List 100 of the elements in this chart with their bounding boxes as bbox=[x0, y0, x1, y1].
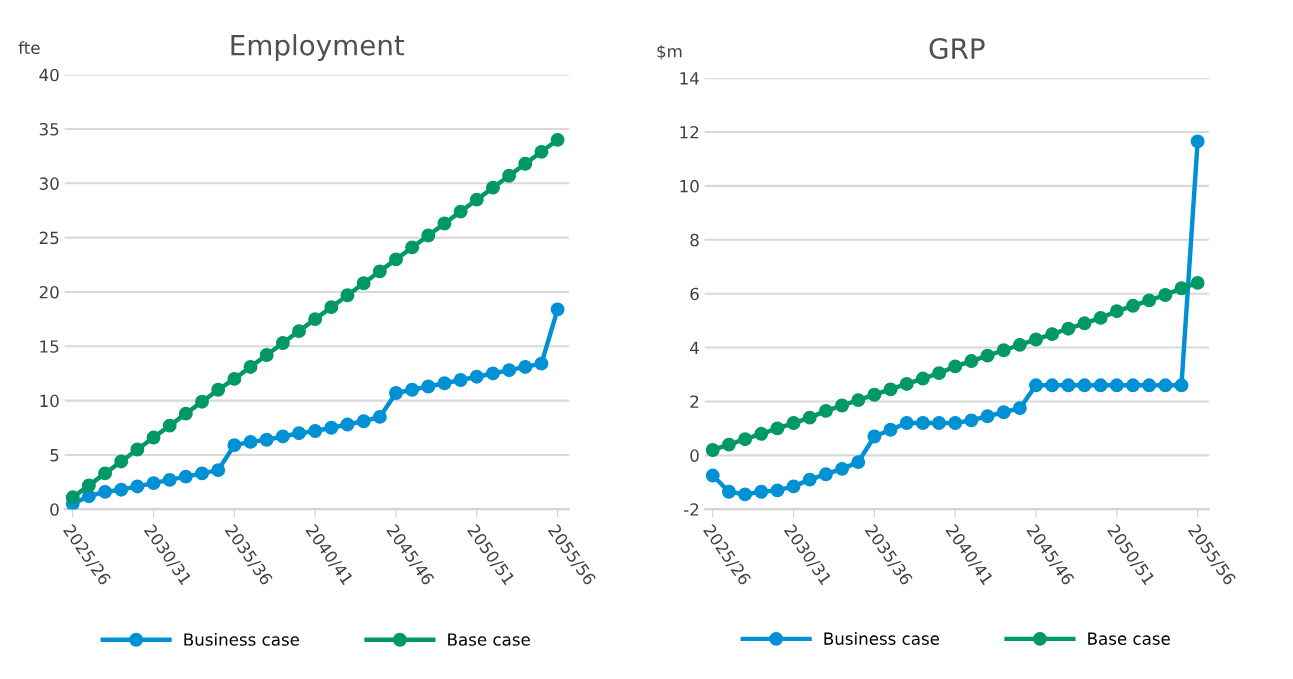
point bbox=[162, 418, 177, 433]
point bbox=[1126, 298, 1140, 313]
point bbox=[1029, 332, 1043, 347]
legend-label: Base case bbox=[1088, 632, 1170, 645]
point bbox=[405, 240, 420, 255]
y-tick-label: 8 bbox=[690, 233, 699, 247]
point bbox=[1061, 378, 1076, 393]
point bbox=[453, 373, 468, 387]
point bbox=[980, 409, 995, 424]
point bbox=[324, 300, 339, 315]
point bbox=[883, 382, 898, 397]
point bbox=[389, 252, 403, 267]
point bbox=[1045, 327, 1060, 342]
point bbox=[738, 432, 753, 447]
point bbox=[437, 216, 452, 231]
point bbox=[356, 276, 371, 291]
legend-label: Business case bbox=[824, 632, 940, 645]
point bbox=[899, 376, 914, 391]
point bbox=[948, 416, 963, 430]
point bbox=[1190, 275, 1205, 290]
point bbox=[1012, 337, 1027, 352]
point bbox=[1109, 304, 1124, 319]
point bbox=[372, 409, 387, 424]
y-tick-label: 0 bbox=[690, 449, 699, 462]
point bbox=[1077, 316, 1092, 331]
point bbox=[867, 387, 882, 402]
point bbox=[292, 426, 306, 441]
point bbox=[469, 369, 484, 384]
point bbox=[534, 356, 549, 371]
point bbox=[178, 406, 193, 421]
point bbox=[1012, 401, 1027, 416]
point bbox=[243, 434, 258, 449]
point bbox=[227, 438, 242, 453]
point bbox=[130, 479, 145, 494]
point bbox=[211, 463, 226, 478]
point bbox=[1190, 134, 1205, 149]
point bbox=[502, 168, 517, 183]
y-tick-label: 10 bbox=[40, 394, 59, 408]
point bbox=[227, 371, 242, 386]
y-tick-label: 10 bbox=[680, 179, 699, 193]
point bbox=[162, 472, 177, 487]
point bbox=[915, 416, 930, 430]
point bbox=[195, 394, 209, 409]
point bbox=[178, 469, 193, 484]
point bbox=[518, 156, 533, 171]
point bbox=[980, 348, 995, 363]
point bbox=[996, 343, 1011, 358]
point bbox=[786, 416, 801, 430]
chart-title: Employment bbox=[231, 34, 405, 62]
point bbox=[705, 443, 720, 457]
point bbox=[259, 348, 274, 362]
point bbox=[867, 429, 882, 444]
point bbox=[356, 414, 371, 429]
point bbox=[292, 324, 306, 339]
point bbox=[340, 288, 355, 303]
point bbox=[259, 432, 274, 447]
point bbox=[754, 484, 769, 499]
point bbox=[243, 359, 258, 374]
point bbox=[518, 359, 533, 374]
point bbox=[453, 204, 468, 219]
y-tick-label: 6 bbox=[690, 287, 699, 301]
point bbox=[835, 461, 850, 476]
point bbox=[421, 228, 436, 243]
point bbox=[964, 354, 979, 368]
y-tick-label: 30 bbox=[39, 177, 59, 190]
point bbox=[899, 416, 914, 430]
point bbox=[324, 420, 339, 435]
point bbox=[130, 442, 145, 457]
point bbox=[389, 386, 403, 400]
point bbox=[275, 336, 290, 350]
point bbox=[534, 144, 549, 159]
point bbox=[65, 490, 80, 505]
point bbox=[275, 429, 290, 444]
y-tick-label: 4 bbox=[690, 341, 699, 354]
point bbox=[211, 382, 226, 397]
point bbox=[146, 430, 161, 445]
point bbox=[195, 466, 209, 481]
point bbox=[502, 363, 517, 378]
point bbox=[932, 416, 946, 430]
point bbox=[1029, 378, 1043, 393]
y-tick-label: 14 bbox=[680, 72, 699, 85]
y-tick-label: 25 bbox=[39, 231, 59, 245]
point bbox=[851, 393, 866, 408]
legend-label: Base case bbox=[448, 633, 530, 646]
point bbox=[1093, 310, 1108, 325]
point bbox=[802, 410, 817, 425]
point bbox=[883, 422, 898, 437]
point bbox=[486, 366, 500, 381]
point bbox=[948, 359, 963, 374]
chart-title: GRP bbox=[929, 38, 985, 60]
y-tick-label: 2 bbox=[690, 395, 699, 408]
point bbox=[1093, 378, 1108, 393]
point bbox=[1061, 321, 1076, 336]
y-axis-title: fte bbox=[18, 41, 40, 55]
point bbox=[851, 455, 866, 470]
point bbox=[114, 482, 129, 497]
point bbox=[308, 312, 323, 327]
point bbox=[1077, 378, 1092, 393]
y-tick-label: 20 bbox=[39, 285, 59, 299]
point bbox=[1174, 378, 1189, 393]
